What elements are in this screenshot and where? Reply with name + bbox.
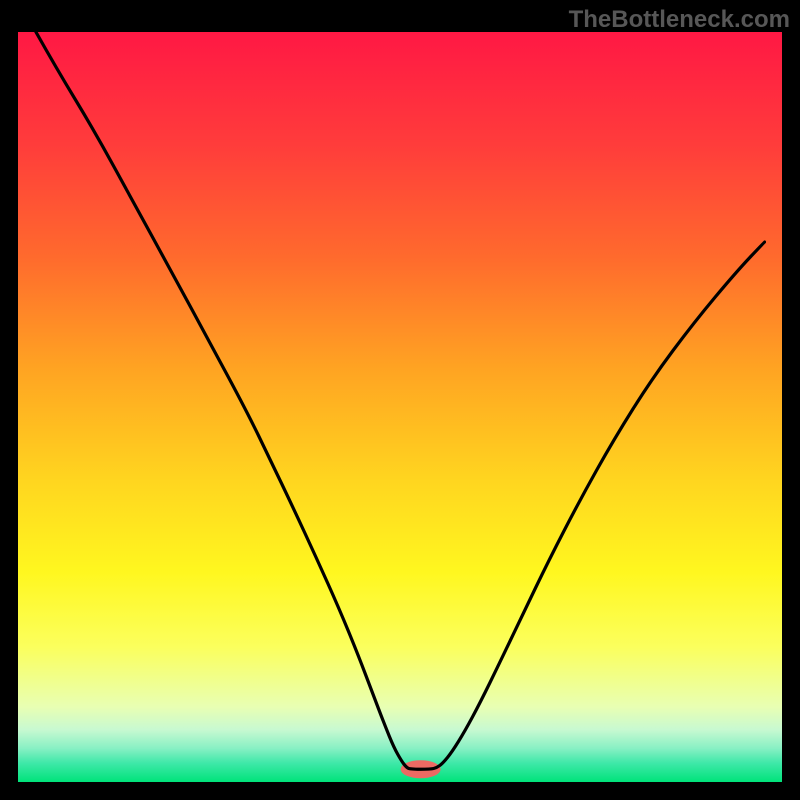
plot-background	[18, 32, 782, 782]
bottleneck-chart: TheBottleneck.com	[0, 0, 800, 800]
chart-svg	[0, 0, 800, 800]
